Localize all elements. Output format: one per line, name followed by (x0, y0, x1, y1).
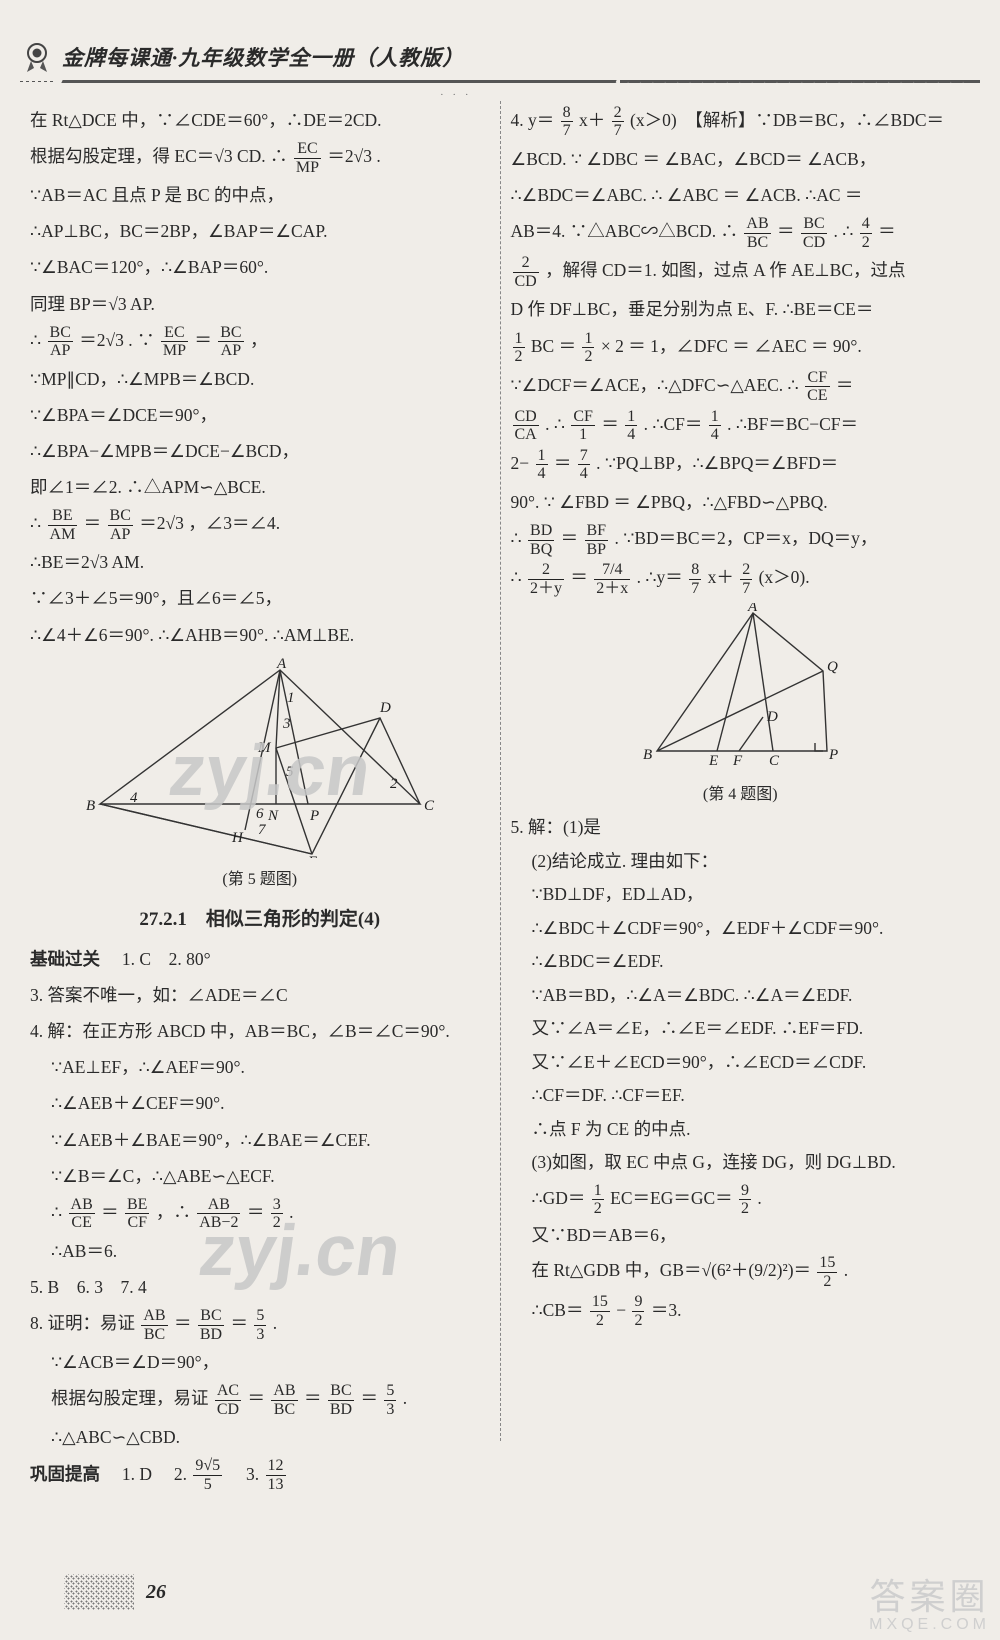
figure-5-caption: (第 5 题图) (30, 864, 490, 895)
text: ∵AB＝BD，∴∠A＝∠BDC. ∴∠A＝∠EDF. (511, 980, 971, 1012)
svg-text:Q: Q (827, 659, 838, 675)
text: CDCA . ∴ CF1 ＝ 14 . ∴CF＝ 14 . ∴BF＝BC−CF＝ (511, 407, 971, 444)
text: 根据勾股定理，易证 ACCD ＝ ABBC ＝ BCBD ＝ 53 . (30, 1381, 490, 1418)
ribbon-icon (20, 40, 54, 74)
figure-4: A B P Q C D EF (635, 603, 845, 773)
text: 4. y＝ 87 x＋ 27 (x＞0) 【解析】∵DB＝BC，∴∠BDC＝ (511, 103, 971, 140)
text: ∵BD⊥DF，ED⊥AD， (511, 879, 971, 911)
text: 根据勾股定理，得 EC＝√3 CD. ∴ ECMP ＝2√3 . (30, 139, 490, 176)
brand-cn: 答案圈 (869, 1577, 990, 1617)
text: 又∵∠A＝∠E，∴∠E＝∠EDF. ∴EF＝FD. (511, 1013, 971, 1045)
brand-en: MXQE.COM (869, 1616, 990, 1634)
text: ∴ ABCE ＝ BECF ，∴ ABAB−2 ＝ 32 . (30, 1195, 490, 1232)
svg-text:E: E (708, 753, 718, 769)
svg-text:4: 4 (130, 790, 138, 806)
svg-text:A: A (276, 658, 287, 672)
svg-text:P: P (309, 808, 319, 824)
text: ∵∠AEB＋∠BAE＝90°，∴∠BAE＝∠CEF. (30, 1123, 490, 1157)
text: ∵∠BAC＝120°，∴∠BAP＝60°. (30, 250, 490, 284)
text: 5. B 6. 3 7. 4 (30, 1270, 490, 1304)
text: 5. 解：(1)是 (511, 812, 971, 844)
svg-text:1: 1 (287, 690, 295, 706)
text: 12 BC ＝ 12 × 2 ＝ 1，∠DFC ＝ ∠AEC ＝ 90°. (511, 329, 971, 366)
svg-text:B: B (86, 798, 95, 814)
text: 2− 14 ＝ 74 . ∵PQ⊥BP，∴∠BPQ＝∠BFD＝ (511, 446, 971, 483)
text: 8. 证明：易证 ABBC ＝ BCBD ＝ 53 . (30, 1306, 490, 1343)
text: ∴∠4＋∠6＝90°. ∴∠AHB＝90°. ∴AM⊥BE. (30, 618, 490, 652)
text: ＝2√3 . (327, 146, 380, 166)
text: D 作 DF⊥BC，垂足分别为点 E、F. ∴BE＝CE＝ (511, 292, 971, 326)
text: 2CD ，解得 CD＝1. 如图，过点 A 作 AE⊥BC，过点 (511, 253, 971, 290)
text: 根据勾股定理，得 EC＝√3 CD. ∴ (30, 146, 288, 166)
text: ∴∠BDC＋∠CDF＝90°，∠EDF＋∠CDF＝90°. (511, 913, 971, 945)
text: ∴∠BDC＝∠ABC. ∴ ∠ABC ＝ ∠ACB. ∴AC ＝ (511, 178, 971, 212)
text: ∴ BCAP ＝2√3 . ∵ ECMP ＝ BCAP ， (30, 323, 490, 360)
svg-text:A: A (747, 603, 758, 615)
text: 同理 BP＝√3 AP. (30, 287, 490, 321)
text: ∵MP∥CD，∴∠MPB＝∠BCD. (30, 362, 490, 396)
svg-text:D: D (766, 709, 778, 725)
svg-text:F: F (732, 753, 743, 769)
svg-text:E: E (307, 854, 317, 858)
left-column: 在 Rt△DCE 中，∵∠CDE＝60°，∴DE＝2CD. 根据勾股定理，得 E… (20, 101, 500, 1496)
header-title: 金牌每课通·九年级数学全一册（人教版） (62, 42, 464, 72)
text: ∵AB＝AC 且点 P 是 BC 的中点， (30, 178, 490, 212)
svg-text:5: 5 (286, 764, 294, 780)
text: ∴∠AEB＋∠CEF＝90°. (30, 1086, 490, 1120)
figure-4-caption: (第 4 题图) (511, 779, 971, 810)
text: 即∠1＝∠2. ∴△APM∽△BCE. (30, 470, 490, 504)
text: 基础过关 1. C 2. 80° (30, 942, 490, 976)
text: ∵∠DCF＝∠ACE，∴△DFC∽△AEC. ∴ CFCE ＝ (511, 368, 971, 405)
text: ∴ 22＋y ＝ 7/42＋x . ∴y＝ 87 x＋ 27 (x＞0). (511, 560, 971, 597)
text: 又∵BD＝AB＝6， (511, 1220, 971, 1252)
brand-watermark: 答案圈 MXQE.COM (869, 1577, 990, 1634)
svg-text:D: D (379, 700, 391, 716)
svg-text:B: B (643, 747, 652, 763)
page-number-value: 26 (146, 1581, 166, 1604)
text: ∴点 F 为 CE 的中点. (511, 1114, 971, 1146)
text: ∠BCD. ∵ ∠DBC ＝ ∠BAC，∠BCD＝ ∠ACB， (511, 142, 971, 176)
text: ∴△ABC∽△CBD. (30, 1420, 490, 1454)
text: ∴∠BPA−∠MPB＝∠DCE−∠BCD， (30, 434, 490, 468)
text: 又∵∠E＋∠ECD＝90°，∴∠ECD＝∠CDF. (511, 1047, 971, 1079)
page-header: 金牌每课通·九年级数学全一册（人教版） (20, 40, 980, 74)
svg-text:6: 6 (256, 806, 264, 822)
svg-text:M: M (257, 740, 272, 756)
text: ∵∠3＋∠5＝90°，且∠6＝∠5， (30, 581, 490, 615)
text: ∴ BDBQ ＝ BFBP . ∵BD＝BC＝2，CP＝x，DQ＝y， (511, 521, 971, 558)
figure-5: A B C D E H M N P 1 2 3 4 5 6 7 (80, 658, 440, 858)
right-column: 4. y＝ 87 x＋ 27 (x＞0) 【解析】∵DB＝BC，∴∠BDC＝ ∠… (501, 101, 981, 1496)
svg-text:P: P (828, 747, 838, 763)
text: ∴AB＝6. (30, 1234, 490, 1268)
text: 在 Rt△DCE 中，∵∠CDE＝60°，∴DE＝2CD. (30, 103, 490, 137)
svg-text:H: H (231, 830, 244, 846)
text: (3)如图，取 EC 中点 G，连接 DG，则 DG⊥BD. (511, 1147, 971, 1179)
text: ∴CF＝DF. ∴CF＝EF. (511, 1080, 971, 1112)
text: ∴AP⊥BC，BC＝2BP，∠BAP＝∠CAP. (30, 214, 490, 248)
text: 巩固提高 1. D 2. 9√55 3. 1213 (30, 1457, 490, 1494)
text: ∴∠BDC＝∠EDF. (511, 946, 971, 978)
svg-text:C: C (769, 753, 780, 769)
text: 在 Rt△GDB 中，GB＝√(6²＋(9/2)²)＝ 152 . (511, 1253, 971, 1290)
text: 4. 解：在正方形 ABCD 中，AB＝BC，∠B＝∠C＝90°. (30, 1014, 490, 1048)
svg-text:7: 7 (258, 822, 267, 838)
text: ∵AE⊥EF，∴∠AEF＝90°. (30, 1050, 490, 1084)
text: (2)结论成立. 理由如下： (511, 846, 971, 878)
section-title: 27.2.1 相似三角形的判定(4) (30, 901, 490, 938)
text: 90°. ∵ ∠FBD ＝ ∠PBQ，∴△FBD∽△PBQ. (511, 485, 971, 519)
text: ∴BE＝2√3 AM. (30, 545, 490, 579)
text: ∵∠B＝∠C，∴△ABE∽△ECF. (30, 1159, 490, 1193)
text: ∵∠ACB＝∠D＝90°， (30, 1345, 490, 1379)
page-number: 26 (64, 1574, 166, 1610)
text: 3. 答案不唯一，如：∠ADE＝∠C (30, 978, 490, 1012)
svg-text:2: 2 (390, 776, 398, 792)
text: ∴ BEAM ＝ BCAP ＝2√3 ，∠3＝∠4. (30, 506, 490, 543)
text: ∴CB＝ 152 − 92 ＝3. (511, 1293, 971, 1330)
svg-text:N: N (267, 808, 279, 824)
svg-text:3: 3 (282, 716, 291, 732)
svg-text:C: C (424, 798, 435, 814)
text: ∴GD＝ 12 EC＝EG＝GC＝ 92 . (511, 1181, 971, 1218)
text: ∵∠BPA＝∠DCE＝90°， (30, 398, 490, 432)
text: AB＝4. ∵△ABC∽△BCD. ∴ ABBC ＝ BCCD . ∴ 42 ＝ (511, 214, 971, 251)
